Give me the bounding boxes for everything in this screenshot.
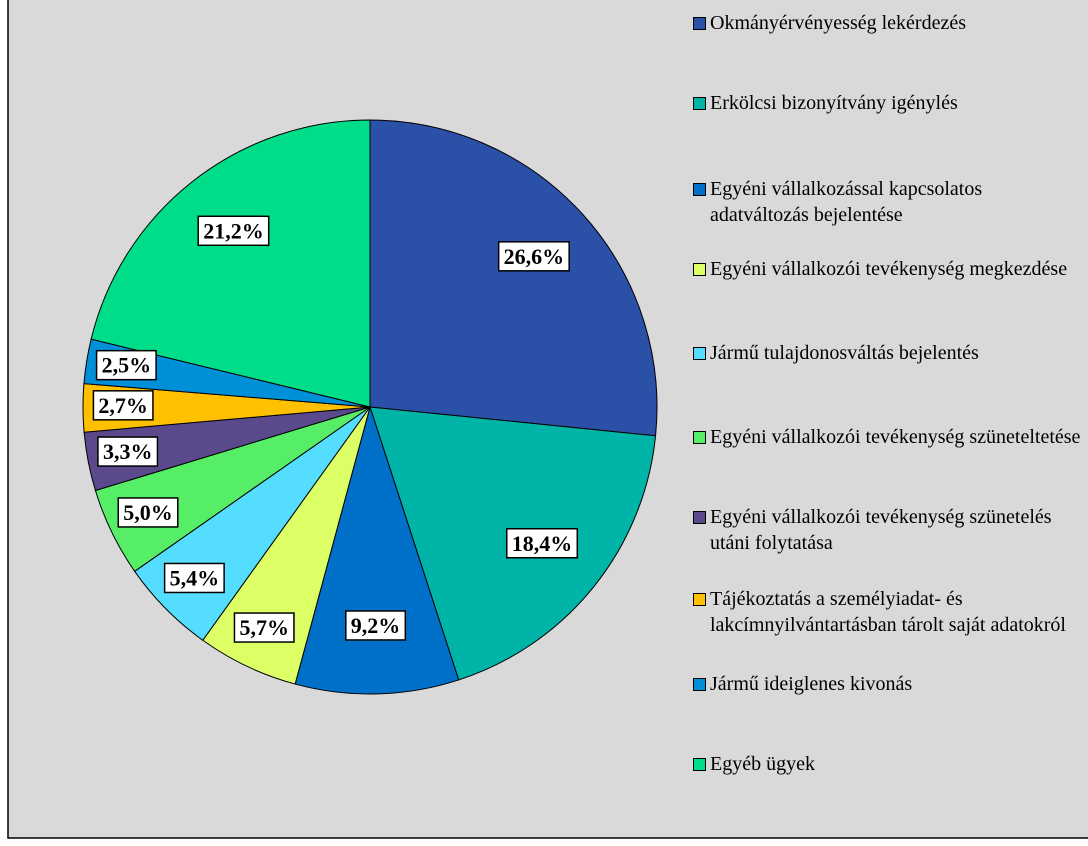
data-label: 5,0%: [117, 497, 179, 528]
data-label-text: 3,3%: [103, 439, 153, 464]
data-label-text: 9,2%: [351, 613, 401, 638]
legend-item: Okmányérvényesség lekérdezés: [693, 10, 1083, 36]
pie-slice: [369, 119, 658, 437]
data-label: 2,5%: [95, 349, 157, 381]
legend-swatch: [693, 17, 706, 30]
data-label-text: 26,6%: [504, 244, 565, 269]
data-label: 9,2%: [345, 610, 407, 641]
legend-item: Egyéni vállalkozói tevékenység szünetelt…: [693, 424, 1083, 450]
pie-slice: [90, 119, 371, 408]
legend-label: Egyéb ügyek: [710, 753, 815, 775]
data-label: 2,7%: [92, 390, 154, 421]
legend-swatch: [693, 678, 706, 691]
legend-swatch: [693, 431, 706, 444]
legend-item: Jármű tulajdonosváltás bejelentés: [693, 340, 1083, 366]
data-label-box: [506, 528, 579, 559]
legend-label: Jármű ideiglenes kivonás: [710, 673, 913, 695]
data-label: 5,7%: [233, 612, 295, 643]
legend-item: Jármű ideiglenes kivonás: [693, 671, 1083, 697]
data-label-text: 2,5%: [102, 353, 152, 378]
legend-swatch: [693, 593, 706, 606]
data-label: 21,2%: [197, 215, 270, 247]
data-label-text: 5,0%: [123, 500, 173, 525]
pie-slice: [294, 405, 460, 695]
data-label-text: 18,4%: [512, 531, 573, 556]
data-label: 26,6%: [497, 241, 570, 272]
data-label: 3,3%: [97, 436, 159, 467]
data-label-box: [345, 610, 407, 641]
data-label-text: 5,7%: [239, 615, 289, 640]
legend-label: Okmányérvényesség lekérdezés: [710, 12, 966, 34]
legend-swatch: [693, 758, 706, 771]
data-label-box: [92, 390, 154, 421]
legend-swatch: [693, 347, 706, 360]
legend-swatch: [693, 97, 706, 110]
data-label-box: [97, 436, 159, 467]
data-label: 18,4%: [506, 528, 579, 559]
data-label-box: [233, 612, 295, 643]
data-label-text: 21,2%: [203, 218, 264, 243]
legend-label: Egyéni vállalkozói tevékenység megkezdés…: [710, 258, 1068, 280]
data-label-box: [95, 349, 157, 381]
legend-label: Egyéni vállalkozással kapcsolatos adatvá…: [710, 178, 983, 226]
data-label: 5,4%: [163, 562, 225, 594]
legend-label: Egyéni vállalkozói tevékenység szünetelt…: [710, 426, 1081, 448]
legend-item: Egyéni vállalkozói tevékenység szünetelé…: [693, 504, 1083, 556]
legend-swatch: [693, 511, 706, 524]
legend-item: Egyéni vállalkozói tevékenység megkezdés…: [693, 256, 1083, 282]
legend-item: Erkölcsi bizonyítvány igénylés: [693, 90, 1083, 116]
data-label-box: [197, 215, 270, 247]
legend-swatch: [693, 263, 706, 276]
legend-swatch: [693, 183, 706, 196]
data-label-box: [497, 241, 570, 272]
legend-label: Erkölcsi bizonyítvány igénylés: [710, 92, 958, 114]
legend-label: Jármű tulajdonosváltás bejelentés: [710, 342, 979, 364]
legend-label: Tájékoztatás a személyiadat- és lakcímny…: [710, 588, 1066, 636]
legend-item: Egyéni vállalkozással kapcsolatos adatvá…: [693, 176, 1083, 228]
data-label-box: [163, 562, 225, 594]
data-label-box: [117, 497, 179, 528]
data-label-text: 2,7%: [98, 393, 148, 418]
legend-item: Tájékoztatás a személyiadat- és lakcímny…: [693, 586, 1083, 638]
legend-item: Egyéb ügyek: [693, 751, 1083, 777]
legend-label: Egyéni vállalkozói tevékenység szünetelé…: [710, 506, 1052, 554]
data-label-text: 5,4%: [170, 565, 220, 590]
